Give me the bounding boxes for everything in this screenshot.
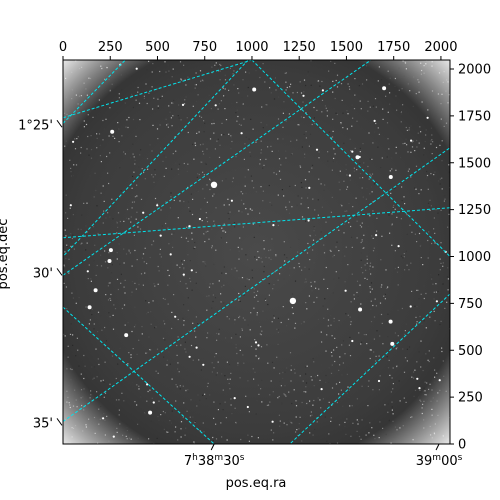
dec-tick [56, 268, 63, 276]
right-pixel-axis: 0 250 500 750 1000 1250 1500 1750 2000 [450, 63, 491, 453]
right-tick-label: 0 [458, 438, 466, 453]
top-tick-label: 1750 [377, 40, 410, 55]
x-axis-label: pos.eq.ra [226, 476, 287, 491]
grid-line [251, 60, 450, 257]
bottom-ra-axis: 7h38m30s 39m00s [184, 443, 463, 469]
top-pixel-axis: 0 250 500 750 1000 1250 1500 1750 2000 [59, 40, 457, 60]
sky-image [63, 60, 450, 444]
top-tick-label: 1000 [235, 40, 268, 55]
grid-line [63, 60, 253, 119]
right-tick-label: 250 [458, 391, 483, 406]
right-tick-label: 1000 [458, 250, 491, 265]
grid-line [63, 60, 249, 257]
top-tick-label: 2000 [424, 40, 457, 55]
right-tick-label: 500 [458, 344, 483, 359]
right-tick-label: 2000 [458, 63, 491, 78]
dec-tick [56, 418, 63, 426]
dec-tick [56, 119, 63, 128]
y-axis-label: pos.eq.dec [0, 219, 11, 290]
top-tick-label: 250 [98, 40, 123, 55]
top-tick-label: 750 [192, 40, 217, 55]
top-tick-label: 500 [145, 40, 170, 55]
right-tick-label: 1500 [458, 156, 491, 171]
ra-tick [435, 443, 440, 451]
dec-tick-label: 1°25' [18, 118, 53, 133]
left-dec-axis: 1°25' 30' 35' [18, 118, 63, 431]
right-tick-label: 1750 [458, 109, 491, 124]
grid-line [63, 60, 372, 276]
dec-tick-label: 30' [33, 266, 53, 281]
top-tick-label: 1250 [283, 40, 316, 55]
grid-line [63, 147, 450, 422]
ra-tick-label: 7h38m30s [184, 453, 245, 469]
plot-frame [62, 59, 451, 445]
coordinate-grid [63, 60, 450, 444]
right-tick-label: 750 [458, 297, 483, 312]
right-tick-label: 1250 [458, 203, 491, 218]
top-tick-label: 1500 [330, 40, 363, 55]
ra-tick-label: 39m00s [416, 453, 463, 469]
dec-tick-label: 35' [33, 416, 53, 431]
ra-tick [210, 443, 215, 451]
grid-line [289, 293, 450, 444]
top-tick-label: 0 [59, 40, 67, 55]
grid-line [63, 306, 215, 444]
